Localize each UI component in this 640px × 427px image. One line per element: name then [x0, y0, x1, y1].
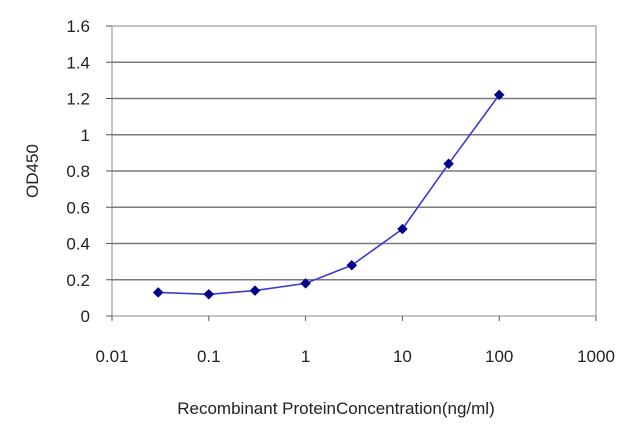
y-tick-labels: 0 0.2 0.4 0.6 0.8 1 1.2 1.4 1.6: [66, 17, 112, 326]
data-point: [346, 259, 358, 271]
data-point: [152, 287, 164, 298]
data-point: [443, 158, 454, 170]
data-point: [397, 223, 408, 235]
x-tick-label: 0.1: [197, 347, 221, 366]
data-point: [300, 278, 311, 289]
grid-lines: [112, 61, 596, 281]
data-point: [493, 89, 505, 101]
x-tick-label: 100: [485, 347, 513, 366]
y-tick-label: 0.8: [66, 162, 90, 181]
y-tick-label: 1: [81, 126, 90, 145]
y-axis-title: OD450: [23, 144, 42, 198]
x-axis-title: Recombinant ProteinConcentration(ng/ml): [177, 399, 495, 418]
x-tick-label: 1: [301, 347, 310, 366]
x-tick-label: 0.01: [95, 347, 128, 366]
data-series: [152, 89, 505, 300]
data-point: [249, 285, 261, 296]
x-tick-labels: 0.01 0.1 1 10 100 1000: [95, 316, 615, 366]
y-tick-label: 0.4: [66, 235, 90, 254]
y-tick-label: 0: [81, 307, 90, 326]
y-tick-label: 1.2: [66, 90, 90, 109]
y-tick-label: 0.2: [66, 271, 90, 290]
data-point: [203, 288, 215, 300]
y-tick-label: 1.6: [66, 17, 90, 36]
x-tick-label: 1000: [577, 347, 615, 366]
series-line: [158, 94, 500, 296]
y-tick-label: 0.6: [66, 198, 90, 217]
y-tick-label: 1.4: [66, 53, 90, 72]
x-tick-label: 10: [393, 347, 412, 366]
